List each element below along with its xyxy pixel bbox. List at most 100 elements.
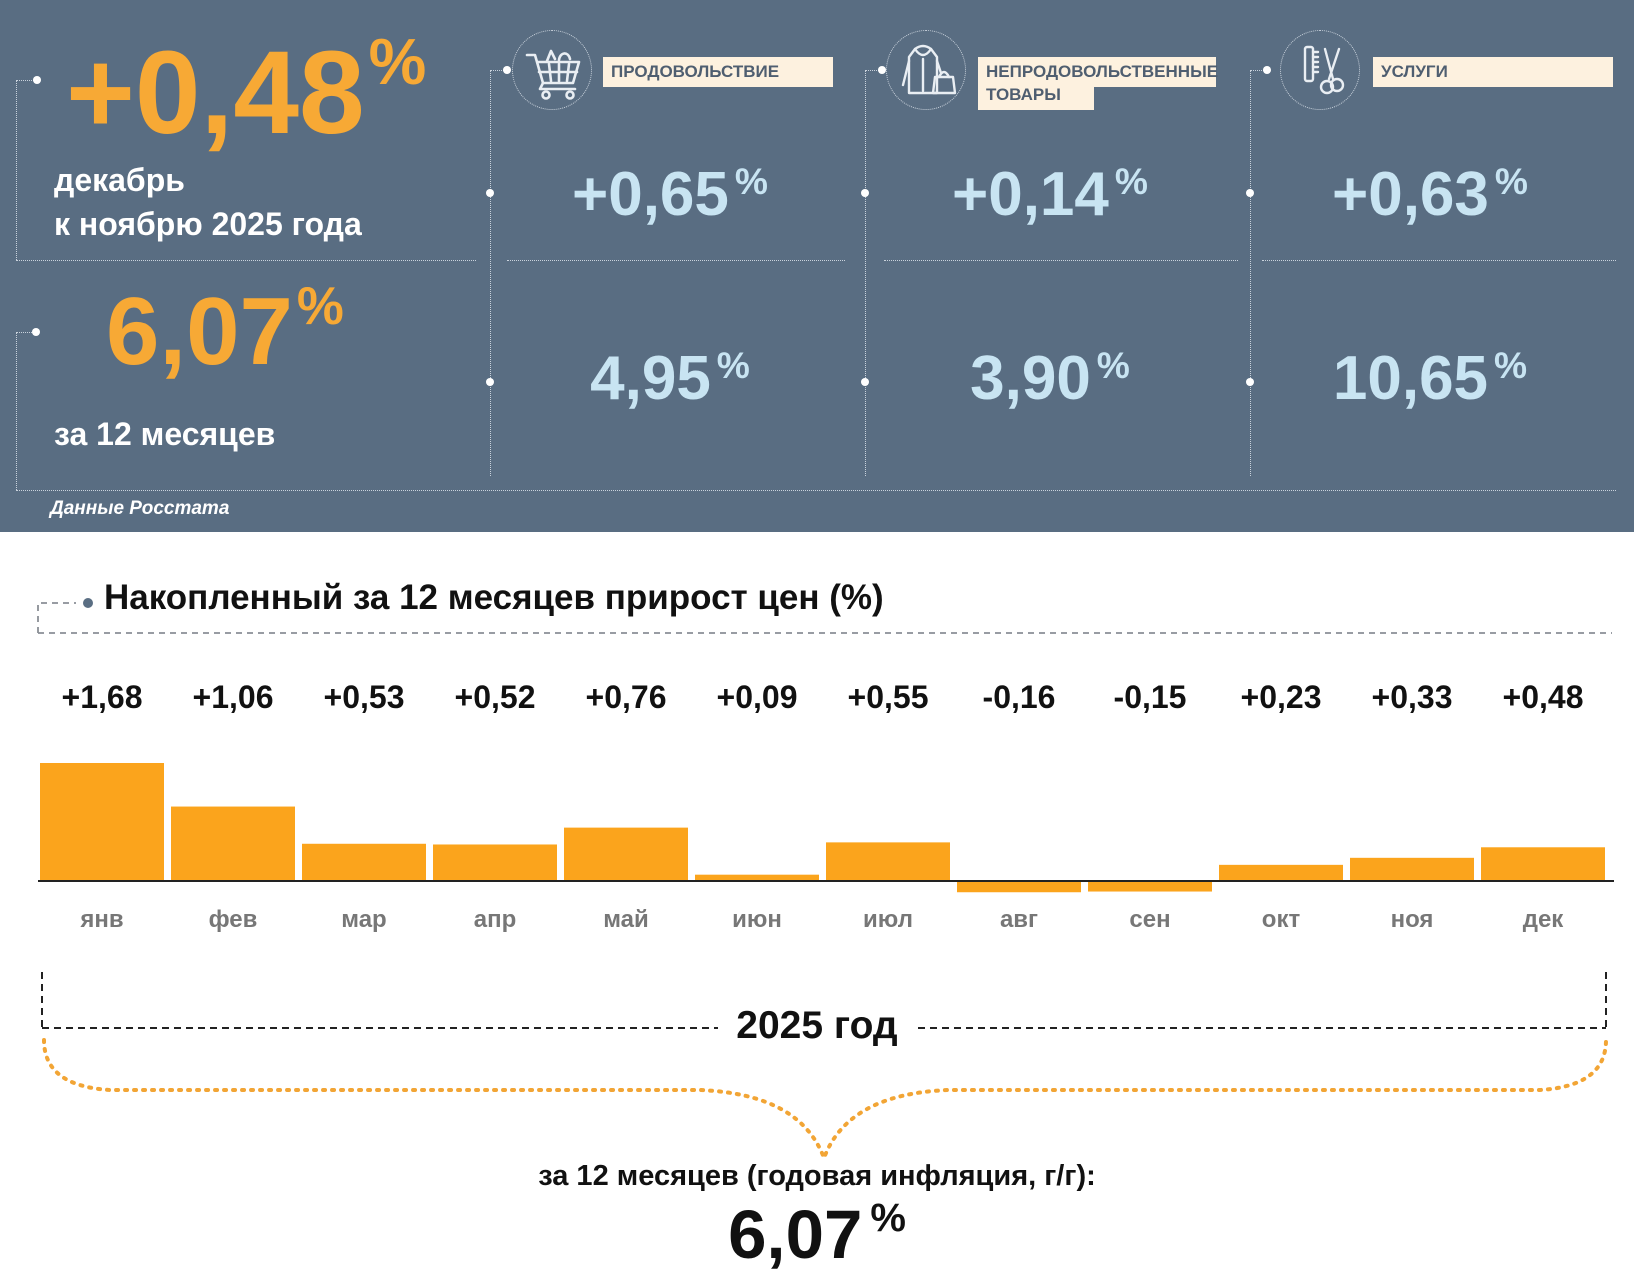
food-annual-number: 4,95 bbox=[590, 344, 711, 413]
services-monthly-unit: % bbox=[1494, 159, 1528, 202]
services-annual-value: 10,65% bbox=[1265, 346, 1595, 410]
bullet-dot bbox=[33, 76, 41, 84]
divider bbox=[1250, 70, 1251, 476]
food-annual-unit: % bbox=[716, 343, 750, 386]
monthly-bar-chart: +1,68 янв +1,06 фев +0,53 мар +0,52 апр +0,76 май… bbox=[38, 679, 1614, 933]
bar-ноя bbox=[1350, 857, 1474, 881]
category-label-ноя: ноя bbox=[1391, 906, 1434, 933]
bullet-dot bbox=[878, 66, 886, 74]
services-monthly-value: +0,63% bbox=[1265, 162, 1595, 226]
annual-inflation-unit: % bbox=[296, 276, 344, 336]
monthly-label-line1: декабрь bbox=[54, 162, 185, 198]
category-label-nonfood: НЕПРОДОВОЛЬСТВЕННЫЕ bbox=[978, 57, 1219, 87]
bullet-dot bbox=[1263, 66, 1271, 74]
year-label: 2025 год bbox=[0, 1004, 1634, 1048]
annual-inflation-summary: 6,07% bbox=[0, 1198, 1634, 1269]
bar-дек bbox=[1481, 847, 1605, 881]
value-label-июн: +0,09 bbox=[717, 679, 798, 715]
food-monthly-unit: % bbox=[734, 159, 768, 202]
monthly-label-line2: к ноябрю 2025 года bbox=[54, 206, 362, 242]
nonfood-annual-value: 3,90% bbox=[885, 346, 1215, 410]
category-label-services: УСЛУГИ bbox=[1373, 57, 1613, 87]
services-annual-number: 10,65 bbox=[1332, 344, 1489, 413]
divider bbox=[865, 70, 883, 71]
category-label-окт: окт bbox=[1262, 906, 1301, 933]
category-label-июл: июл bbox=[863, 906, 913, 933]
bullet-dot bbox=[1246, 189, 1254, 197]
value-label-апр: +0,52 bbox=[455, 679, 536, 715]
nonfood-monthly-unit: % bbox=[1114, 159, 1148, 202]
bar-июл bbox=[826, 842, 950, 881]
value-label-дек: +0,48 bbox=[1503, 679, 1584, 715]
divider bbox=[1262, 260, 1616, 261]
annual-label: за 12 месяцев bbox=[54, 416, 276, 452]
category-label-янв: янв bbox=[79, 906, 123, 933]
annual-inflation-caption: за 12 месяцев (годовая инфляция, г/г): bbox=[538, 1160, 1096, 1192]
category-label-nonfood-line2-box: ТОВАРЫ bbox=[978, 80, 1094, 110]
bar-сен bbox=[1088, 881, 1212, 892]
bullet-dot bbox=[861, 378, 869, 386]
divider bbox=[16, 260, 476, 261]
food-monthly-value: +0,65% bbox=[505, 162, 835, 226]
divider bbox=[1250, 70, 1268, 71]
comb-scissors-icon bbox=[1280, 30, 1360, 110]
bullet-dot bbox=[861, 189, 869, 197]
category-label-дек: дек bbox=[1523, 906, 1565, 933]
clothing-bag-icon bbox=[886, 30, 966, 110]
bullet-dot bbox=[1246, 378, 1254, 386]
annual-summary-unit: % bbox=[870, 1196, 906, 1240]
category-label-авг: авг bbox=[1000, 906, 1038, 933]
annual-inflation-number: 6,07 bbox=[106, 278, 293, 385]
bar-фев bbox=[171, 806, 295, 881]
shopping-cart-icon bbox=[512, 30, 592, 110]
bullet-dot bbox=[32, 328, 40, 336]
value-label-янв: +1,68 bbox=[62, 679, 143, 715]
divider bbox=[507, 260, 845, 261]
category-label-фев: фев bbox=[209, 906, 258, 933]
nonfood-monthly-number: +0,14 bbox=[952, 160, 1109, 229]
summary-panel: +0,48% декабрь к ноябрю 2025 года 6,07% … bbox=[0, 0, 1634, 532]
value-label-авг: -0,16 bbox=[983, 679, 1056, 715]
divider bbox=[16, 332, 36, 333]
category-label-food: ПРОДОВОЛЬСТВИЕ bbox=[603, 57, 833, 87]
divider bbox=[16, 80, 17, 260]
nonfood-annual-unit: % bbox=[1096, 343, 1130, 386]
bar-мар bbox=[302, 843, 426, 881]
category-label-мар: мар bbox=[341, 906, 386, 933]
value-label-сен: -0,15 bbox=[1114, 679, 1187, 715]
chart-title-connector bbox=[37, 598, 1612, 634]
value-label-мар: +0,53 bbox=[324, 679, 405, 715]
services-annual-unit: % bbox=[1494, 343, 1528, 386]
bar-окт bbox=[1219, 864, 1343, 881]
value-label-окт: +0,23 bbox=[1241, 679, 1322, 715]
category-label-апр: апр bbox=[474, 906, 517, 933]
food-monthly-number: +0,65 bbox=[572, 160, 729, 229]
value-label-фев: +1,06 bbox=[193, 679, 274, 715]
divider bbox=[490, 70, 491, 476]
category-label-сен: сен bbox=[1129, 906, 1170, 933]
value-label-ноя: +0,33 bbox=[1372, 679, 1453, 715]
bar-янв bbox=[40, 763, 164, 881]
bar-май bbox=[564, 827, 688, 881]
bar-апр bbox=[433, 844, 557, 881]
divider bbox=[16, 332, 17, 490]
bar-июн bbox=[695, 874, 819, 881]
data-source: Данные Росстата bbox=[50, 498, 230, 519]
divider bbox=[884, 260, 1238, 261]
category-label-nonfood-line2: ТОВАРЫ bbox=[986, 85, 1061, 104]
year-label-text: 2025 год bbox=[718, 1004, 916, 1047]
value-label-июл: +0,55 bbox=[848, 679, 929, 715]
bullet-dot bbox=[486, 378, 494, 386]
bullet-dot bbox=[503, 66, 511, 74]
chart-title: Накопленный за 12 месяцев прирост цен (%… bbox=[104, 578, 884, 617]
food-annual-value: 4,95% bbox=[505, 346, 835, 410]
monthly-inflation-number: +0,48 bbox=[66, 27, 365, 159]
divider bbox=[16, 80, 36, 81]
category-label-nonfood-line1: НЕПРОДОВОЛЬСТВЕННЫЕ bbox=[986, 62, 1219, 81]
annual-summary-number: 6,07 bbox=[728, 1196, 863, 1273]
services-monthly-number: +0,63 bbox=[1332, 160, 1489, 229]
annual-inflation-value: 6,07% bbox=[106, 280, 344, 380]
monthly-inflation-unit: % bbox=[368, 25, 427, 99]
divider bbox=[16, 490, 1616, 491]
bullet-dot bbox=[486, 189, 494, 197]
